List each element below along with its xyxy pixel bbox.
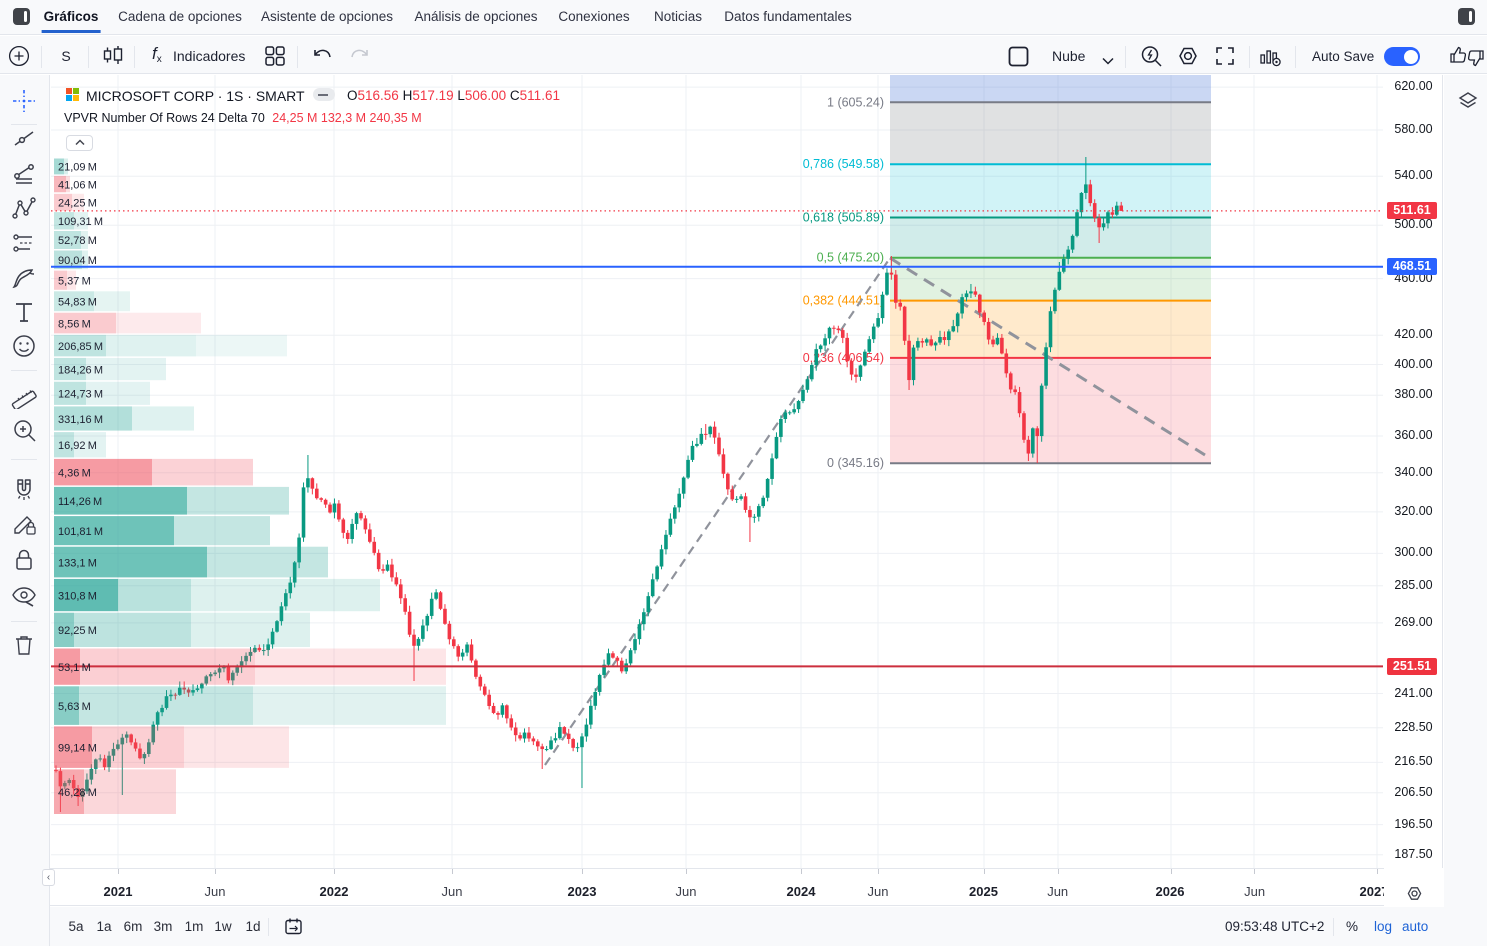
svg-text:5,37 M: 5,37 M	[58, 275, 91, 287]
svg-text:0,5 (475.20): 0,5 (475.20)	[817, 251, 884, 265]
svg-text:109,31 M: 109,31 M	[58, 216, 103, 228]
svg-text:0 (345.16): 0 (345.16)	[827, 456, 884, 470]
svg-text:52,78 M: 52,78 M	[58, 235, 97, 247]
svg-text:184,26 M: 184,26 M	[58, 364, 103, 376]
svg-text:4,36 M: 4,36 M	[58, 467, 91, 479]
svg-text:8,56 M: 8,56 M	[58, 318, 91, 330]
svg-text:16,92 M: 16,92 M	[58, 440, 97, 452]
svg-text:310,8 M: 310,8 M	[58, 590, 97, 602]
svg-text:99,14 M: 99,14 M	[58, 742, 97, 754]
svg-text:54,83 M: 54,83 M	[58, 297, 97, 309]
svg-text:124,73 M: 124,73 M	[58, 389, 103, 401]
svg-text:0,618 (505.89): 0,618 (505.89)	[803, 211, 884, 225]
svg-text:21,09 M: 21,09 M	[58, 162, 97, 174]
svg-text:5,63 M: 5,63 M	[58, 701, 91, 713]
svg-text:114,26 M: 114,26 M	[58, 496, 102, 508]
svg-text:0,382 (444.51): 0,382 (444.51)	[803, 294, 884, 308]
svg-text:90,04 M: 90,04 M	[58, 255, 97, 267]
svg-text:46,28 M: 46,28 M	[58, 787, 97, 799]
svg-text:41,06 M: 41,06 M	[58, 179, 97, 191]
svg-text:101,81 M: 101,81 M	[58, 526, 103, 538]
svg-text:133,1 M: 133,1 M	[58, 557, 97, 569]
svg-text:0,786 (549.58): 0,786 (549.58)	[803, 157, 884, 171]
svg-text:24,25 M: 24,25 M	[58, 197, 97, 209]
svg-text:206,85 M: 206,85 M	[58, 341, 103, 353]
svg-text:1 (605.24): 1 (605.24)	[827, 95, 884, 109]
svg-text:92,25 M: 92,25 M	[58, 625, 97, 637]
svg-text:53,1 M: 53,1 M	[58, 662, 91, 674]
svg-text:331,16 M: 331,16 M	[58, 414, 103, 426]
